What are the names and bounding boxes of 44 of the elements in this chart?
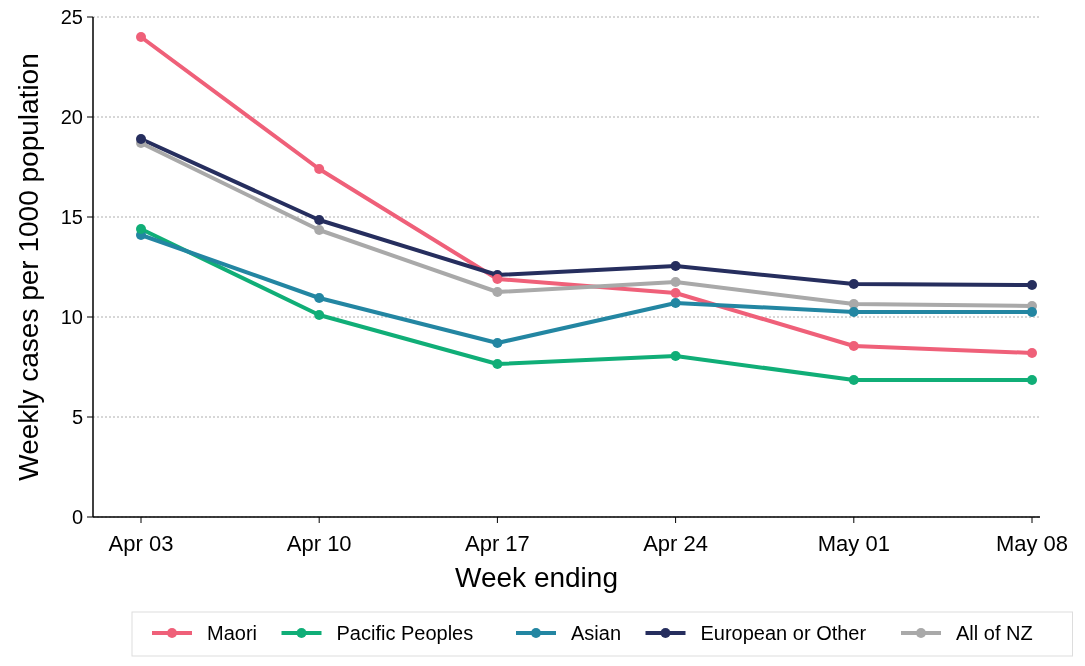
point [848,341,859,351]
point [848,307,859,317]
point [492,274,503,284]
point [136,134,146,144]
point [492,359,503,369]
x-axis-title: Week ending [455,562,618,593]
legend-label: All of NZ [956,622,1033,644]
point [670,261,681,271]
point [670,298,681,308]
y-axis-title: Weekly cases per 1000 population [13,53,44,481]
point [670,277,681,287]
point [492,338,503,348]
legend-label: Pacific Peoples [336,622,474,644]
point [670,351,681,361]
y-tick-label: 5 [71,406,83,428]
x-tick-label: Apr 03 [108,531,174,556]
point [492,287,503,297]
point [136,32,146,42]
legend-label: Maori [207,622,258,644]
point [1027,375,1037,385]
legend-label: Asian [571,622,622,644]
point [1027,280,1037,290]
x-tick-label: May 01 [817,531,890,556]
legend-label: European or Other [700,622,867,644]
y-tick-label: 10 [60,306,83,328]
point [848,375,859,385]
point [1027,348,1037,358]
point [314,310,325,320]
y-tick-label: 0 [71,506,83,528]
x-tick-label: Apr 24 [643,531,709,556]
x-tick-label: Apr 10 [286,531,352,556]
x-tick-label: May 08 [995,531,1069,556]
y-tick-label: 20 [60,106,83,128]
point [136,224,146,234]
point [848,279,859,289]
point [1027,307,1037,317]
point [314,164,325,174]
point [314,215,325,225]
point [670,288,681,298]
x-tick-label: Apr 17 [464,531,530,556]
y-tick-label: 25 [60,6,83,28]
y-tick-label: 15 [60,206,83,228]
point [314,225,325,235]
point [314,293,325,303]
